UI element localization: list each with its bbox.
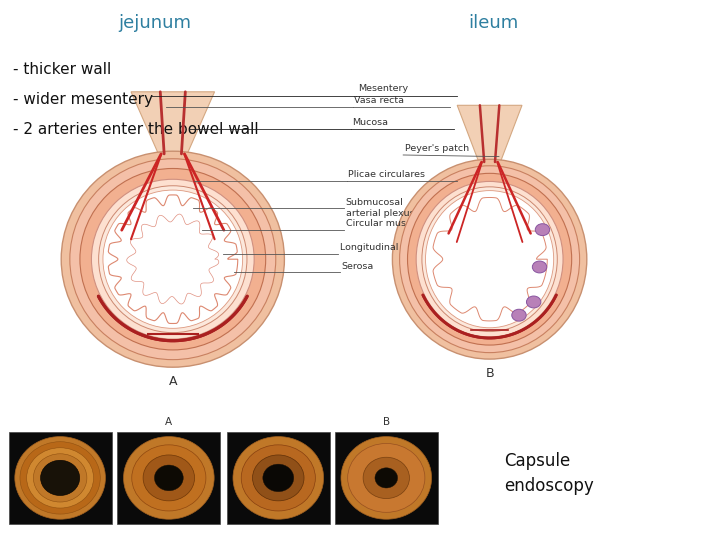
Text: ileum: ileum <box>468 14 518 31</box>
Ellipse shape <box>15 436 105 519</box>
Text: Vasa recta: Vasa recta <box>354 96 404 105</box>
Text: Longitudinal muscle: Longitudinal muscle <box>340 243 435 252</box>
FancyBboxPatch shape <box>227 432 330 524</box>
Polygon shape <box>457 105 522 162</box>
Polygon shape <box>131 92 215 154</box>
Ellipse shape <box>154 465 184 491</box>
Ellipse shape <box>27 448 94 508</box>
Ellipse shape <box>103 190 243 328</box>
Ellipse shape <box>91 179 254 339</box>
Ellipse shape <box>392 159 587 359</box>
Ellipse shape <box>426 191 554 328</box>
Ellipse shape <box>61 151 284 367</box>
Ellipse shape <box>535 224 549 235</box>
Text: Plicae circulares: Plicae circulares <box>348 170 426 179</box>
Text: Mucosa: Mucosa <box>352 118 388 127</box>
Ellipse shape <box>408 173 572 345</box>
Text: Mesentery: Mesentery <box>358 84 408 93</box>
Ellipse shape <box>70 159 276 360</box>
Ellipse shape <box>253 455 304 501</box>
Ellipse shape <box>33 454 87 502</box>
Text: B: B <box>383 416 390 427</box>
Text: Capsule
endoscopy: Capsule endoscopy <box>504 452 594 495</box>
Text: Submucosal
arterial plexus: Submucosal arterial plexus <box>346 198 414 218</box>
Ellipse shape <box>263 464 294 491</box>
FancyBboxPatch shape <box>9 432 112 524</box>
Polygon shape <box>127 214 219 304</box>
Ellipse shape <box>132 445 206 511</box>
Ellipse shape <box>416 181 563 337</box>
Ellipse shape <box>40 460 80 496</box>
Text: Peyer's patch: Peyer's patch <box>405 144 469 153</box>
Ellipse shape <box>400 166 580 353</box>
Ellipse shape <box>348 443 425 512</box>
Ellipse shape <box>20 442 100 514</box>
Ellipse shape <box>341 436 431 519</box>
Ellipse shape <box>526 296 541 308</box>
Ellipse shape <box>241 445 315 511</box>
Text: - 2 arteries enter the bowel wall: - 2 arteries enter the bowel wall <box>13 122 258 137</box>
Ellipse shape <box>375 468 397 488</box>
Text: - wider mesentery: - wider mesentery <box>13 92 153 107</box>
Text: A: A <box>166 416 172 427</box>
Polygon shape <box>433 198 547 321</box>
Ellipse shape <box>143 455 194 501</box>
Ellipse shape <box>99 186 247 333</box>
FancyBboxPatch shape <box>117 432 220 524</box>
Text: Serosa: Serosa <box>341 261 374 271</box>
Text: Circular muscle: Circular muscle <box>346 219 419 228</box>
Ellipse shape <box>422 187 557 332</box>
Text: - thicker wall: - thicker wall <box>13 62 111 77</box>
Ellipse shape <box>80 168 266 350</box>
Ellipse shape <box>124 436 214 519</box>
Ellipse shape <box>363 457 410 498</box>
Text: A: A <box>168 375 177 388</box>
Ellipse shape <box>233 436 323 519</box>
Text: B: B <box>485 367 494 380</box>
Ellipse shape <box>532 261 546 273</box>
Ellipse shape <box>512 309 526 321</box>
Text: jejunum: jejunum <box>118 14 192 31</box>
Polygon shape <box>108 195 238 323</box>
FancyBboxPatch shape <box>335 432 438 524</box>
